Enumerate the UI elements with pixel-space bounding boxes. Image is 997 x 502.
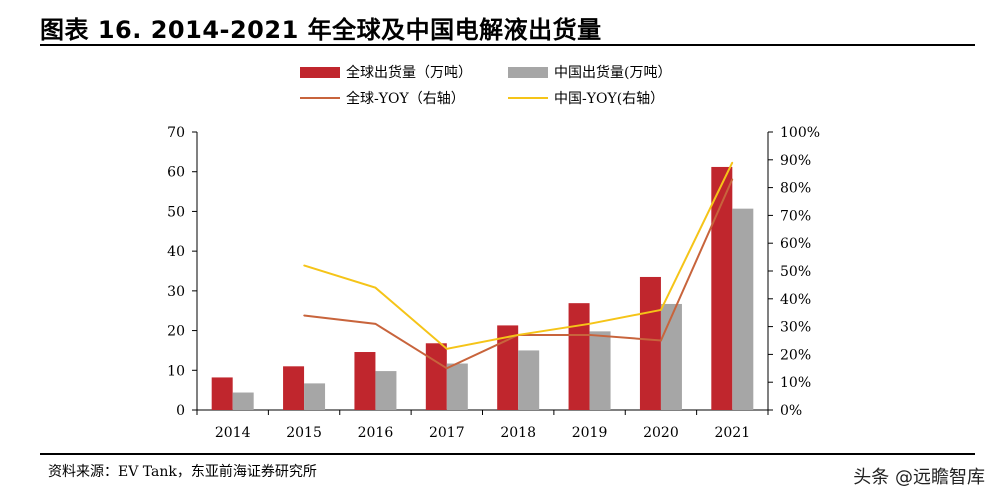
bar-global-2014 xyxy=(211,377,233,410)
page-title: 图表 16. 2014-2021 年全球及中国电解液出货量 xyxy=(40,16,602,44)
x-tick-label: 2015 xyxy=(286,425,322,441)
y-right-tick-label: 50% xyxy=(780,264,811,280)
legend-label-global-yoy: 全球-YOY（右轴） xyxy=(346,91,465,107)
bar-china-2016 xyxy=(375,371,397,410)
bar-global-2017 xyxy=(425,343,447,410)
y-right-tick-label: 90% xyxy=(780,153,811,169)
line-china-yoy-point-2018 xyxy=(517,334,519,336)
x-tick-label: 2016 xyxy=(358,425,394,441)
y-right-tick-label: 40% xyxy=(780,292,811,308)
y-right-tick-label: 80% xyxy=(780,181,811,197)
bar-china-2015 xyxy=(304,383,326,410)
bar-china-2014 xyxy=(232,392,254,410)
line-china-yoy-point-2021 xyxy=(731,161,734,164)
line-global-yoy-point-2017 xyxy=(446,367,448,370)
bar-global-2018 xyxy=(497,325,519,410)
y-left-tick-label: 20 xyxy=(167,324,185,340)
bar-global-2021 xyxy=(711,166,733,410)
y-right-tick-label: 30% xyxy=(780,320,811,336)
legend-label-china-yoy: 中国-YOY(右轴） xyxy=(554,91,665,107)
line-global-yoy-point-2015 xyxy=(303,314,305,317)
line-global-yoy-point-2020 xyxy=(660,339,662,342)
line-global-yoy-point-2021 xyxy=(731,178,734,181)
legend-item-global-bar: 全球出货量（万吨） xyxy=(300,62,472,82)
title-rule xyxy=(40,44,975,46)
line-global-yoy-point-2019 xyxy=(588,334,591,336)
line-china-yoy-point-2020 xyxy=(660,309,662,311)
y-right-tick-label: 10% xyxy=(780,375,811,391)
y-right-tick-label: 70% xyxy=(780,208,811,224)
line-china-yoy-point-2019 xyxy=(588,323,591,325)
bar-china-2019 xyxy=(589,331,611,410)
bar-china-2021 xyxy=(732,208,754,410)
legend-swatch-china-bar xyxy=(508,66,548,78)
legend-swatch-china-yoy xyxy=(508,97,548,99)
legend-item-china-yoy: 中国-YOY(右轴） xyxy=(508,88,664,108)
y-left-tick-label: 70 xyxy=(167,125,185,141)
line-global-yoy-point-2016 xyxy=(374,323,377,325)
y-left-tick-label: 40 xyxy=(167,244,185,260)
x-tick-label: 2017 xyxy=(429,425,465,441)
line-china-yoy-point-2017 xyxy=(446,348,448,350)
y-left-tick-label: 10 xyxy=(167,363,185,379)
bar-global-2020 xyxy=(639,276,661,410)
legend-label-china-bar: 中国出货量(万吨） xyxy=(554,65,672,81)
source-rule xyxy=(40,453,975,455)
bar-global-2015 xyxy=(283,366,305,410)
legend-item-china-bar: 中国出货量(万吨） xyxy=(508,62,671,82)
y-left-tick-label: 50 xyxy=(167,204,185,220)
line-china-yoy-point-2015 xyxy=(303,264,305,267)
y-right-tick-label: 60% xyxy=(780,236,811,252)
bar-global-2019 xyxy=(568,303,590,410)
bar-global-2016 xyxy=(354,352,376,410)
y-left-tick-label: 30 xyxy=(167,284,185,300)
legend-swatch-global-bar xyxy=(300,66,340,78)
line-china-yoy-point-2016 xyxy=(374,286,377,289)
legend: 全球出货量（万吨） 中国出货量(万吨） 全球-YOY（右轴） 中国-YOY(右轴… xyxy=(300,62,720,112)
legend-item-global-yoy: 全球-YOY（右轴） xyxy=(300,88,465,108)
x-tick-label: 2020 xyxy=(643,425,679,441)
bar-china-2020 xyxy=(660,303,682,410)
x-tick-label: 2014 xyxy=(215,425,251,441)
x-tick-label: 2021 xyxy=(714,425,750,441)
y-right-tick-label: 20% xyxy=(780,347,811,363)
y-left-tick-label: 60 xyxy=(167,165,185,181)
x-tick-label: 2019 xyxy=(572,425,608,441)
y-left-tick-label: 0 xyxy=(176,403,185,419)
bar-china-2017 xyxy=(446,363,468,410)
legend-swatch-global-yoy xyxy=(300,97,340,99)
y-right-tick-label: 100% xyxy=(780,125,820,141)
x-tick-label: 2018 xyxy=(500,425,536,441)
watermark: 头条 @远瞻智库 xyxy=(853,467,985,488)
y-right-tick-label: 0% xyxy=(780,403,802,419)
source-note: 资料来源：EV Tank，东亚前海证券研究所 xyxy=(48,464,317,480)
legend-label-global-bar: 全球出货量（万吨） xyxy=(346,65,472,81)
bar-china-2018 xyxy=(518,350,540,410)
